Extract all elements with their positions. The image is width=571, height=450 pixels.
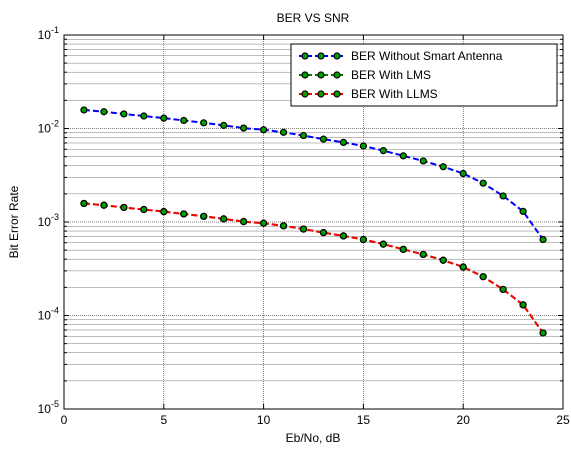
legend-marker <box>301 52 309 60</box>
data-point <box>200 212 208 220</box>
data-point <box>399 245 407 253</box>
data-point <box>140 205 148 214</box>
data-point <box>299 131 308 140</box>
data-point <box>240 217 248 226</box>
data-point <box>180 116 188 125</box>
data-point <box>359 142 367 150</box>
x-axis-label: Eb/No, dB <box>286 431 341 445</box>
legend-item: BER With LLMS <box>299 87 438 101</box>
legend-item: BER With LMS <box>299 68 431 82</box>
legend-label: BER With LLMS <box>351 87 438 101</box>
data-point <box>260 126 268 134</box>
data-point <box>279 222 288 230</box>
legend-marker <box>301 90 309 98</box>
data-point <box>240 124 248 132</box>
y-tick-label: 10-4 <box>38 306 59 323</box>
legend-marker <box>317 52 325 60</box>
data-point <box>180 210 188 218</box>
data-point <box>120 110 128 118</box>
data-point <box>359 235 367 244</box>
legend-marker <box>333 71 341 79</box>
data-point <box>479 273 487 281</box>
legend-marker <box>317 71 325 79</box>
data-point <box>539 235 547 244</box>
plot-frame <box>63 34 564 410</box>
y-axis-label: Bit Error Rate <box>7 185 21 258</box>
y-tick-label-base: 10 <box>38 28 52 42</box>
x-tick-label: 0 <box>61 413 68 427</box>
y-tick-label: 10-3 <box>38 212 59 229</box>
data-point <box>439 256 447 264</box>
data-point <box>279 128 288 136</box>
data-point <box>220 215 228 223</box>
legend-item: BER Without Smart Antenna <box>299 49 503 63</box>
data-point <box>419 157 427 165</box>
y-tick-label-exponent: -4 <box>51 306 59 316</box>
data-point <box>499 285 507 294</box>
legend-label: BER With LMS <box>351 68 431 82</box>
y-tick-label-base: 10 <box>38 215 52 229</box>
y-tick-label-base: 10 <box>38 309 52 323</box>
data-point <box>419 250 427 259</box>
x-tick-label: 25 <box>556 413 570 427</box>
y-tick-label-exponent: -1 <box>51 25 59 35</box>
data-point <box>499 192 507 200</box>
data-point <box>459 263 467 271</box>
y-tick-label-base: 10 <box>38 122 52 136</box>
data-point <box>399 152 407 160</box>
data-point <box>319 229 328 237</box>
y-tick-label-exponent: -2 <box>51 119 59 129</box>
y-tick-label: 10-1 <box>38 25 59 42</box>
y-tick-labels: 10-110-210-310-410-5 <box>38 25 59 416</box>
data-point <box>339 138 348 147</box>
data-point <box>80 199 88 208</box>
y-tick-label-exponent: -5 <box>51 399 59 409</box>
y-tick-label-exponent: -3 <box>51 212 59 222</box>
data-point <box>200 119 208 127</box>
legend-label: BER Without Smart Antenna <box>351 49 503 63</box>
data-point <box>160 208 168 216</box>
data-point <box>379 147 387 155</box>
x-tick-label: 20 <box>457 413 471 427</box>
data-point <box>100 108 108 116</box>
x-tick-label: 15 <box>357 413 371 427</box>
data-point <box>260 219 268 227</box>
data-point <box>539 329 547 337</box>
y-tick-label: 10-5 <box>38 399 59 416</box>
data-point <box>459 169 467 178</box>
data-point <box>220 121 228 129</box>
legend-marker <box>333 90 341 98</box>
y-tick-label-base: 10 <box>38 402 52 416</box>
data-point <box>140 112 148 120</box>
legend-marker <box>301 71 309 79</box>
data-point <box>299 225 308 233</box>
data-point <box>339 232 348 240</box>
data-point <box>120 203 128 212</box>
legend-marker <box>333 52 341 60</box>
data-point <box>319 135 328 143</box>
series-layer <box>80 106 547 337</box>
data-point <box>519 207 527 215</box>
x-tick-labels: 0 5 10 15 20 25 <box>61 413 570 427</box>
data-point <box>379 240 387 248</box>
data-point <box>80 106 88 114</box>
data-point <box>479 179 487 187</box>
data-point <box>100 201 108 209</box>
x-tick-label: 10 <box>257 413 271 427</box>
legend: BER Without Smart Antenna BER With LMS BER… <box>290 43 558 107</box>
data-point <box>439 163 447 171</box>
legend-marker <box>317 90 325 98</box>
data-point <box>519 301 527 309</box>
series-3 <box>80 199 547 337</box>
chart-title: BER VS SNR <box>277 11 350 25</box>
data-point <box>160 114 168 122</box>
x-tick-label: 5 <box>160 413 167 427</box>
series-1 <box>80 106 547 244</box>
y-tick-label: 10-2 <box>38 119 59 136</box>
